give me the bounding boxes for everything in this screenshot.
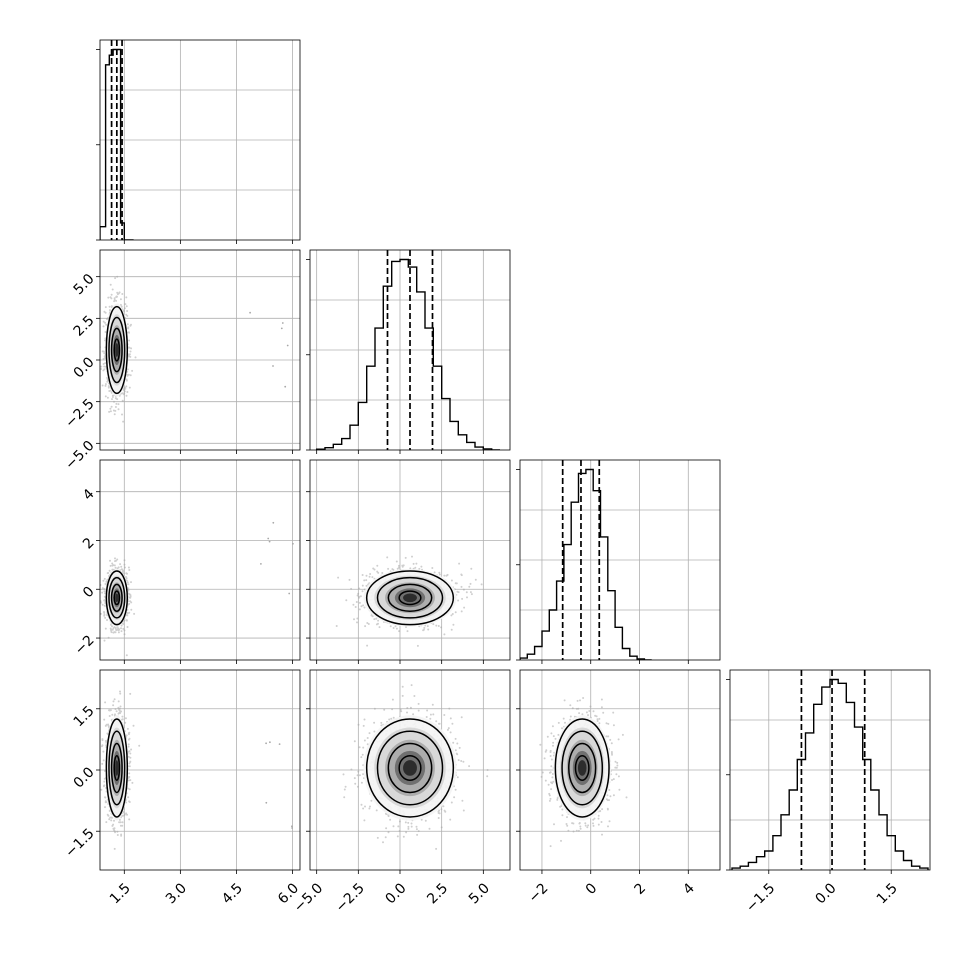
- contour-2-0-3: [113, 590, 121, 606]
- xtick-label-0-0: 1.5: [107, 880, 134, 907]
- density-fill-2-0-4: [115, 593, 119, 603]
- xtick-label-3-2: 1.5: [874, 880, 901, 907]
- contour-3-0-0: [105, 718, 129, 818]
- contour-3-2-2: [568, 742, 597, 794]
- axes-frame-2-1: [309, 459, 511, 661]
- axes-frame-1-1: [309, 249, 511, 451]
- outlier-point-2-0-2: [267, 537, 270, 540]
- axes-frame-2-0: [99, 459, 301, 661]
- contour-3-1-1: [376, 730, 444, 806]
- ytick-label-3-0: −1.5: [62, 826, 97, 861]
- outlier-point-1-0-0: [286, 344, 289, 347]
- histogram-panel-2: [516, 459, 721, 664]
- outlier-point-2-0-3: [268, 540, 271, 543]
- xtick-label-3-0: −1.5: [743, 880, 778, 915]
- xtick-label-1-0: −5.0: [291, 880, 326, 915]
- histogram-panel-1: [306, 249, 511, 454]
- ytick-label-1-1: −2.5: [62, 396, 97, 431]
- density-panel-3-0: [96, 669, 301, 874]
- outlier-point-2-0-5: [288, 592, 291, 595]
- ytick-label-2-1: 0: [80, 584, 98, 602]
- xtick-label-0-2: 4.5: [219, 880, 246, 907]
- contour-1-0-0: [105, 305, 129, 395]
- histogram-panel-0: [96, 39, 301, 244]
- density-panel-1-0: [96, 249, 301, 454]
- density-fill-3-0-4: [115, 760, 119, 776]
- ytick-label-3-2: 1.5: [71, 703, 98, 730]
- xtick-label-2-2: 2: [632, 880, 650, 898]
- ytick-label-2-2: 2: [80, 535, 98, 553]
- ytick-label-3-1: 0.0: [71, 764, 98, 791]
- outlier-point-1-0-3: [280, 327, 283, 330]
- contour-3-2-0: [554, 718, 610, 818]
- density-fill-2-1-4: [403, 593, 417, 603]
- xtick-label-3-1: 0.0: [813, 880, 840, 907]
- density-fill-3-1-4: [403, 760, 417, 776]
- axes-frame-0-0: [99, 39, 301, 241]
- outlier-point-3-0-1: [265, 801, 268, 804]
- xtick-label-2-1: 0: [583, 880, 601, 898]
- axes-frame-1-0: [99, 249, 301, 451]
- histogram-0: [100, 48, 134, 240]
- density-panel-3-1: [306, 669, 511, 874]
- density-panel-2-1: [306, 459, 511, 664]
- density-panel-3-2: [516, 669, 721, 874]
- outlier-point-2-0-4: [272, 521, 275, 524]
- outlier-point-2-0-0: [292, 542, 294, 545]
- xtick-label-0-1: 3.0: [163, 880, 190, 907]
- contour-3-0-3: [113, 754, 121, 781]
- contour-3-2-1: [561, 730, 604, 806]
- contour-1-0-2: [110, 327, 123, 373]
- xtick-label-2-0: −2: [526, 880, 552, 906]
- contour-3-1-0: [365, 718, 455, 818]
- contour-1-0-1: [108, 316, 126, 384]
- outlier-point-3-0-2: [291, 827, 293, 829]
- contour-2-0-1: [108, 576, 126, 619]
- contour-3-1-2: [387, 742, 433, 794]
- outlier-point-1-0-1: [281, 322, 284, 324]
- outlier-point-2-0-1: [260, 563, 262, 565]
- outlier-point-3-0-3: [278, 743, 281, 745]
- density-fill-3-2-4: [577, 760, 587, 776]
- xtick-label-1-4: 5.0: [466, 880, 493, 907]
- density-fill-1-0-4: [115, 343, 119, 357]
- histogram-2: [520, 468, 652, 660]
- contour-2-1-1: [376, 576, 444, 619]
- xtick-label-1-2: 0.0: [383, 880, 410, 907]
- outlier-point-1-0-5: [284, 385, 287, 388]
- ytick-label-1-2: 0.0: [71, 354, 98, 381]
- outlier-point-3-0-4: [291, 825, 293, 828]
- ytick-label-1-4: 5.0: [71, 271, 98, 298]
- density-panel-2-0: [96, 459, 301, 664]
- outlier-point-1-0-4: [249, 311, 252, 314]
- ytick-label-2-3: 4: [80, 486, 98, 504]
- contour-2-0-2: [110, 583, 123, 612]
- xtick-label-1-1: −2.5: [333, 880, 368, 915]
- xtick-label-2-3: 4: [680, 880, 698, 898]
- contour-3-0-1: [108, 730, 126, 806]
- ytick-label-1-3: 2.5: [71, 313, 98, 340]
- contour-3-2-3: [574, 754, 590, 781]
- ytick-label-1-0: −5.0: [62, 438, 97, 473]
- contour-2-1-0: [365, 570, 455, 626]
- ytick-label-2-0: −2: [72, 632, 98, 658]
- contour-2-0-0: [105, 570, 129, 626]
- contour-2-1-3: [398, 590, 422, 606]
- axes-frame-2-2: [519, 459, 721, 661]
- histogram-3: [731, 678, 929, 870]
- histogram-1: [316, 258, 500, 450]
- outlier-point-3-0-0: [269, 741, 271, 744]
- outlier-point-3-0-5: [265, 742, 267, 745]
- contour-2-1-2: [387, 583, 433, 612]
- contour-3-0-2: [110, 742, 123, 794]
- outlier-point-1-0-2: [272, 365, 274, 367]
- xtick-label-1-3: 2.5: [424, 880, 451, 907]
- histogram-panel-3: [726, 669, 931, 874]
- contour-3-1-3: [398, 754, 422, 781]
- contour-1-0-3: [113, 338, 121, 362]
